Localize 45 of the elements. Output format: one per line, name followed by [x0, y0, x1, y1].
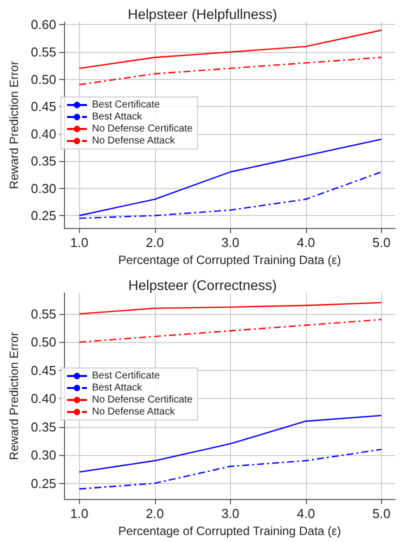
x-tick-label: 5.0 — [372, 506, 390, 522]
legend-label: Best Certificate — [92, 370, 160, 382]
x-tick-label: 1.0 — [70, 506, 88, 522]
x-tick-label: 2.0 — [146, 506, 164, 522]
x-tick-label: 1.0 — [70, 235, 88, 250]
legend-label: No Defense Attack — [92, 406, 176, 418]
y-tick-label: 0.35 — [30, 154, 56, 169]
legend-label: Best Attack — [92, 112, 144, 122]
y-tick-label: 0.50 — [30, 334, 56, 350]
y-tick-label: 0.30 — [30, 448, 56, 463]
x-tick-label: 5.0 — [372, 235, 390, 250]
line-series — [78, 414, 382, 473]
y-tick-label: 0.25 — [30, 476, 56, 491]
y-tick-label: 0.55 — [30, 306, 56, 322]
legend-label: No Defense Attack — [92, 136, 176, 146]
y-tick-label: 0.45 — [30, 99, 56, 114]
chart-title: Helpsteer (Correctness) — [128, 277, 277, 293]
legend-label: Best Certificate — [92, 100, 160, 110]
x-axis-title: Percentage of Corrupted Training Data (ε) — [118, 253, 342, 267]
chart-title: Helpsteer (Helpfullness) — [128, 6, 278, 22]
y-tick-label: 0.35 — [30, 419, 56, 434]
x-tick-label: 4.0 — [296, 506, 315, 522]
line-series — [78, 56, 382, 86]
y-tick-label: 0.25 — [30, 208, 56, 224]
line-series — [78, 30, 382, 69]
legend-label: No Defense Certificate — [92, 124, 194, 134]
line-series — [78, 318, 382, 343]
line-series — [78, 302, 382, 315]
x-tick-label: 2.0 — [146, 235, 164, 250]
y-tick-label: 0.45 — [30, 362, 56, 378]
y-tick-label: 0.60 — [30, 17, 56, 32]
line-series — [78, 448, 382, 490]
y-tick-label: 0.50 — [30, 72, 56, 87]
y-tick-label: 0.55 — [30, 44, 56, 60]
y-axis-title: Reward Prediction Error — [7, 332, 21, 460]
y-axis-title: Reward Prediction Error — [7, 61, 21, 190]
x-tick-label: 3.0 — [221, 235, 240, 250]
legend-label: No Defense Certificate — [92, 394, 194, 406]
x-tick-label: 3.0 — [221, 506, 240, 522]
y-tick-label: 0.40 — [30, 126, 56, 142]
legend-label: Best Attack — [92, 382, 144, 394]
x-tick-label: 4.0 — [296, 235, 315, 250]
x-axis-title: Percentage of Corrupted Training Data (ε) — [118, 524, 342, 538]
y-tick-label: 0.40 — [30, 391, 56, 406]
y-tick-label: 0.30 — [30, 180, 56, 196]
